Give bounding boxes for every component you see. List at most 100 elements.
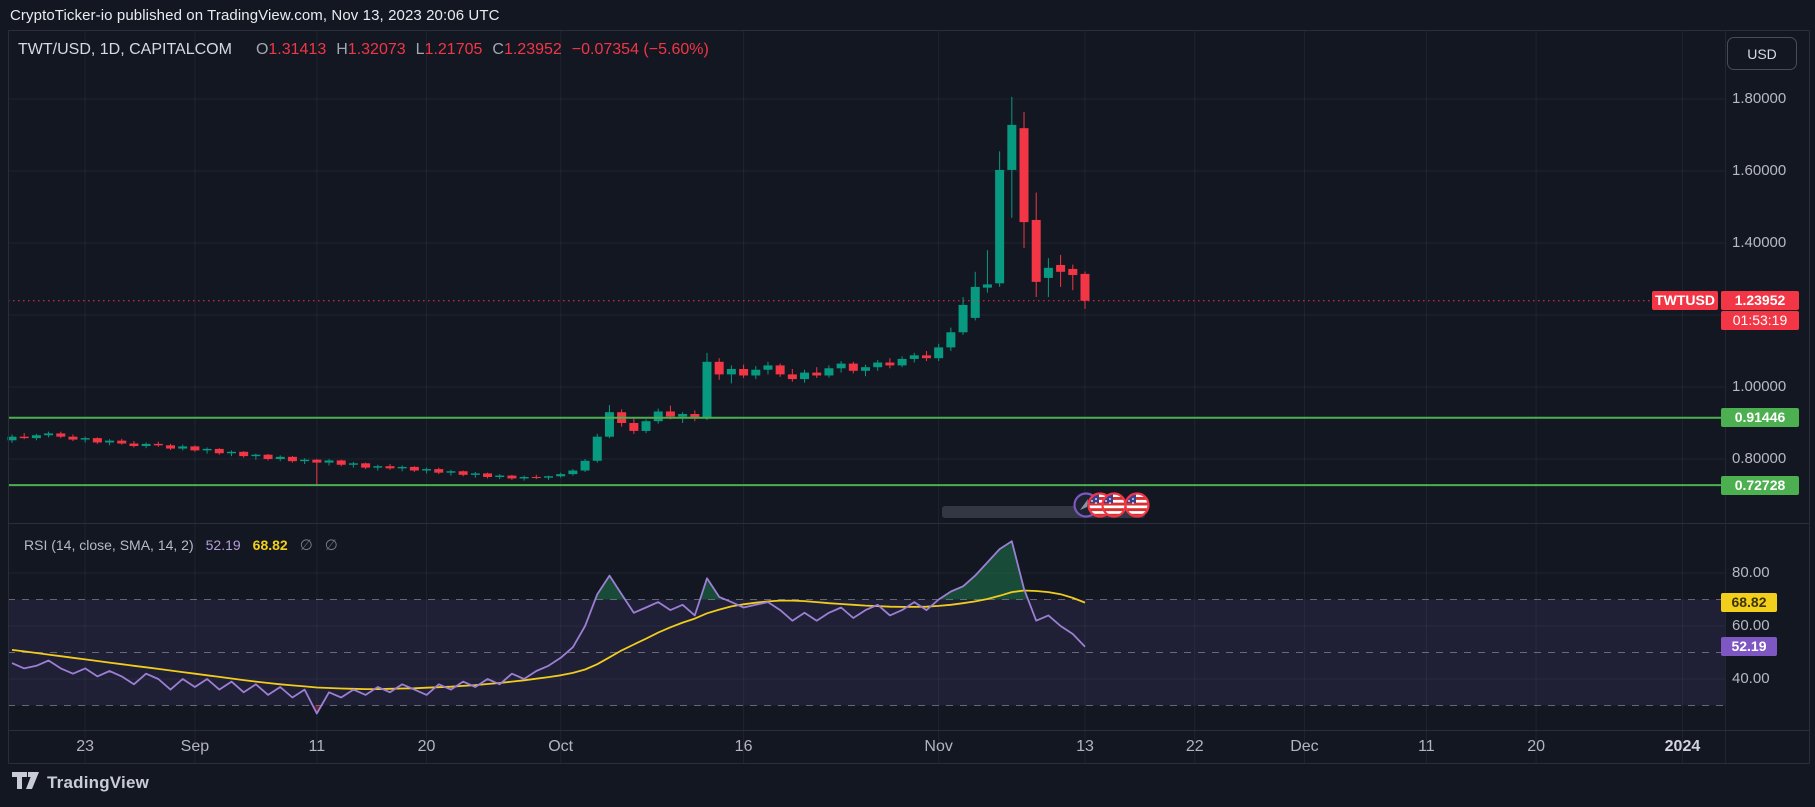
candle-body: [519, 477, 529, 479]
candle-body: [921, 355, 931, 359]
currency-toggle-button[interactable]: USD: [1727, 37, 1797, 70]
candle-body: [946, 332, 956, 348]
candle-body: [446, 471, 456, 473]
candle-body: [117, 440, 127, 444]
rsi-line[interactable]: [11, 540, 1086, 715]
candle-body: [153, 443, 163, 446]
candle-body: [690, 414, 700, 419]
candle-body: [324, 460, 334, 463]
open-value: 1.31413: [268, 41, 327, 58]
tradingview-attribution[interactable]: TradingView: [12, 772, 149, 794]
candle-body: [361, 463, 371, 468]
price-axis-label: 1.00000: [1732, 378, 1787, 395]
candle-body: [604, 412, 614, 437]
candle-body: [1068, 268, 1078, 276]
candle-body: [665, 411, 675, 417]
candlestick-series[interactable]: [7, 96, 1090, 486]
candle-body: [592, 436, 602, 461]
open-label: O: [255, 41, 269, 58]
candle-body: [7, 436, 17, 441]
candle-body: [312, 459, 322, 463]
candle-body: [458, 471, 468, 475]
candle-body: [885, 362, 895, 366]
candle-body: [909, 355, 919, 359]
candle-body: [836, 363, 846, 369]
symbol-description[interactable]: TWT/USD, 1D, CAPITALCOM: [18, 41, 232, 58]
candle-body: [812, 372, 822, 376]
candle-body: [629, 423, 639, 431]
time-axis-label: Dec: [1290, 738, 1319, 755]
support-level-badge: 0.72728: [1721, 476, 1799, 495]
time-axis-label: 20: [417, 738, 436, 755]
candle-body: [385, 466, 395, 469]
rsi-axis-label: 60.00: [1732, 617, 1770, 634]
candle-body: [214, 448, 224, 454]
symbol-ohlc-header[interactable]: TWT/USD, 1D, CAPITALCOM O1.31413 H1.32073 L…: [18, 41, 709, 59]
candle-body: [239, 451, 249, 457]
candle-body: [1031, 219, 1041, 282]
candle-body: [580, 460, 590, 471]
time-axis-label: Oct: [548, 738, 574, 755]
low-label: L: [415, 41, 425, 58]
last-price-badge: 1.23952: [1721, 291, 1799, 310]
candle-body: [336, 460, 346, 465]
low-value: 1.21705: [424, 41, 483, 58]
candle-body: [166, 445, 176, 449]
candle-body: [19, 436, 29, 439]
time-axis-label: Nov: [924, 738, 953, 755]
candle-body: [848, 363, 858, 371]
candle-body: [568, 470, 578, 475]
time-axis-label: 20: [1527, 738, 1546, 755]
candle-body: [800, 372, 810, 380]
candle-body: [178, 446, 188, 449]
time-axis-label: 2024: [1664, 738, 1701, 755]
candle-body: [726, 369, 736, 375]
candle-body: [1007, 124, 1017, 170]
rsi-indicator-legend[interactable]: RSI (14, close, SMA, 14, 2) 52.19 68.82 ∅ ∅: [24, 536, 338, 554]
candle-body: [1019, 128, 1029, 223]
time-axis-label: 11: [1418, 738, 1435, 755]
candle-body: [397, 466, 407, 469]
candle-body: [1080, 273, 1090, 301]
change-value: −0.07354 (−5.60%): [571, 41, 709, 58]
candle-body: [483, 473, 493, 477]
rsi-axis-label: 40.00: [1732, 670, 1770, 687]
candle-body: [275, 456, 285, 459]
us-economic-event-flag-icon[interactable]: [1124, 492, 1150, 518]
publish-titlebar: CryptoTicker-io published on TradingView…: [10, 7, 500, 24]
candle-body: [873, 362, 883, 368]
candle-body: [92, 438, 102, 443]
close-label: C: [492, 41, 504, 58]
candle-body: [31, 435, 41, 439]
time-axis-label: 23: [76, 738, 95, 755]
candle-body: [897, 358, 907, 366]
candle-body: [934, 347, 944, 359]
us-economic-event-flag-icon[interactable]: [1101, 492, 1127, 518]
candle-body: [287, 456, 297, 462]
candle-body: [80, 438, 90, 440]
candle-body: [251, 454, 261, 457]
candle-body: [300, 459, 310, 462]
candle-body: [495, 475, 505, 477]
candle-body: [129, 443, 139, 447]
candle-body: [348, 463, 358, 465]
candle-body: [531, 477, 541, 478]
time-axis-label: Sep: [180, 738, 210, 755]
candle-body: [105, 440, 115, 443]
candle-body: [190, 446, 200, 451]
candle-body: [44, 433, 54, 436]
candle-body: [653, 411, 663, 422]
rsi-status-icon: ∅: [299, 537, 313, 554]
candle-body: [970, 286, 980, 318]
time-axis-label: 16: [734, 738, 753, 755]
rsi-axis-label: 80.00: [1732, 564, 1770, 581]
candle-body: [1056, 264, 1066, 272]
candle-body: [470, 473, 480, 475]
price-axis-label: 0.80000: [1732, 450, 1787, 467]
tradingview-logo-icon: [12, 772, 39, 794]
candle-body: [422, 469, 432, 471]
resistance-level-badge: 0.91446: [1721, 408, 1799, 427]
rsi-sma-value-badge: 68.82: [1721, 593, 1777, 612]
